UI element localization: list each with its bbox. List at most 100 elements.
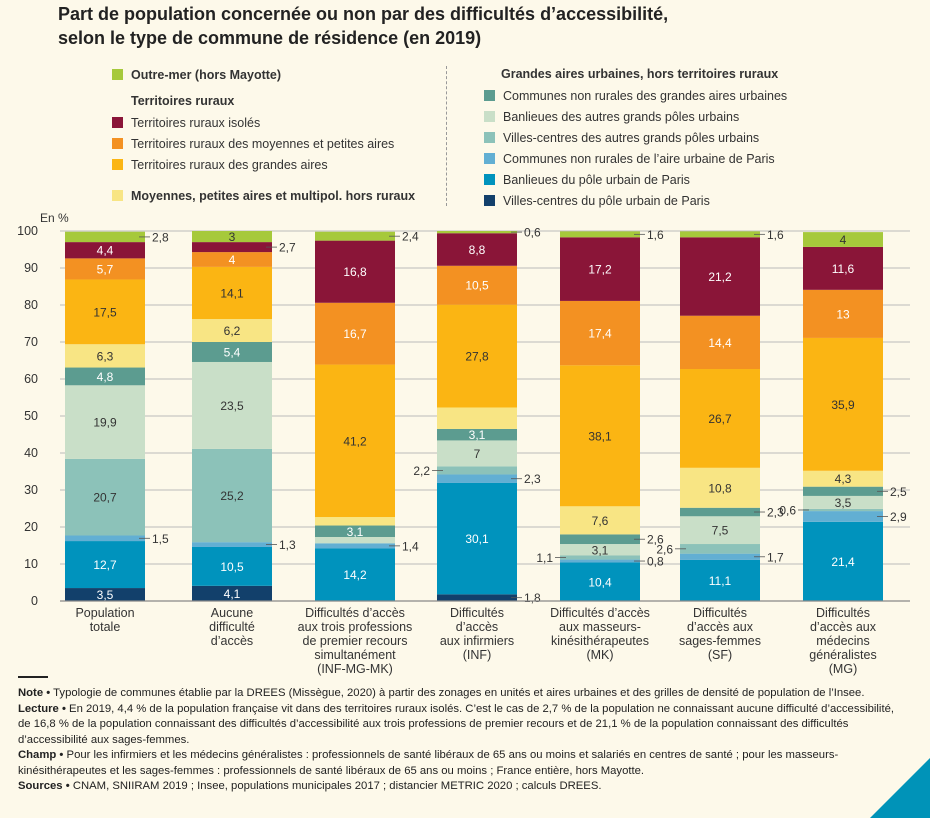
x-tick-label: difficulté	[209, 620, 255, 634]
data-label: 0,8	[647, 555, 664, 569]
data-label: 2,2	[413, 464, 430, 478]
bar-segment	[803, 521, 883, 601]
data-label: 27,8	[465, 350, 489, 364]
x-tick-label: totale	[90, 620, 121, 634]
bar-segment	[192, 319, 272, 342]
data-label: 14,2	[343, 568, 367, 582]
bar-segment	[315, 240, 395, 303]
y-tick-label: 50	[24, 409, 38, 423]
bar-segment	[680, 507, 760, 517]
x-tick-label: d’accès aux	[687, 620, 754, 634]
data-label: 0,6	[779, 503, 796, 517]
bar-segment	[437, 231, 517, 234]
x-tick-label: d’accès	[456, 620, 498, 634]
data-label: 14,1	[220, 286, 244, 300]
data-label: 1,3	[279, 538, 296, 552]
legend-divider	[446, 66, 447, 206]
data-label: 38,1	[588, 429, 612, 443]
bar-segment	[437, 265, 517, 305]
bar-segment	[65, 535, 145, 542]
data-label: 16,8	[343, 265, 367, 279]
data-label: 4,8	[97, 370, 114, 384]
bar-segment	[560, 237, 640, 301]
legend-item-outre-mer: Outre-mer (hors Mayotte)	[112, 64, 415, 85]
bar-segment	[315, 231, 395, 241]
legend-item-banlieues-paris: Banlieues du pôle urbain de Paris	[484, 169, 787, 190]
notes: Note • Typologie de communes établie par…	[18, 686, 908, 795]
bar-segment	[560, 506, 640, 535]
data-label: 10,8	[708, 481, 732, 495]
data-label: 3,5	[97, 588, 114, 602]
y-tick-label: 30	[24, 483, 38, 497]
bar-segment	[560, 534, 640, 545]
bar-segment	[560, 562, 640, 601]
bar-segment	[680, 315, 760, 370]
bar-segment	[65, 541, 145, 589]
x-tick-label: de premier recours	[303, 634, 408, 648]
data-label: 2,7	[279, 241, 296, 255]
bar-segment	[192, 542, 272, 547]
y-tick-label: 60	[24, 372, 38, 386]
bar-segment	[803, 470, 883, 487]
data-label: 1,8	[524, 591, 541, 605]
bar-segment	[65, 231, 145, 243]
bar-segment	[315, 548, 395, 601]
x-tick-label: (INF-MG-MK)	[317, 662, 393, 676]
data-label: 7,5	[712, 524, 729, 538]
legend-right: Grandes aires urbaines, hors territoires…	[484, 64, 787, 211]
data-label: 1,6	[767, 228, 784, 242]
bar-segment	[192, 252, 272, 267]
x-tick-label: (MK)	[586, 648, 613, 662]
data-label: 7	[474, 447, 481, 461]
bar-segment	[437, 440, 517, 467]
legend-item-rural-isoles: Territoires ruraux isolés	[112, 112, 415, 133]
x-tick-label: Difficultés	[450, 606, 504, 620]
bar-segment	[65, 588, 145, 601]
data-label: 3,1	[469, 428, 486, 442]
bar-segment	[192, 242, 272, 253]
bar-segment	[65, 279, 145, 345]
bar-segment	[65, 367, 145, 386]
data-label: 10,5	[465, 279, 489, 293]
bar-segment	[65, 458, 145, 536]
bar-segment	[315, 364, 395, 518]
sources-text: Sources • CNAM, SNIIRAM 2019 ; Insee, po…	[18, 780, 602, 792]
bar-segment	[680, 237, 760, 316]
data-label: 1,7	[767, 550, 784, 564]
bar-segment	[437, 466, 517, 475]
legend-item-moyennes-hors-ruraux: Moyennes, petites aires et multipol. hor…	[112, 185, 415, 206]
bar-segment	[65, 385, 145, 459]
y-tick-label: 20	[24, 520, 38, 534]
bar-segment	[315, 517, 395, 526]
x-tick-label: d’accès	[211, 634, 253, 648]
data-label: 8,8	[469, 243, 486, 257]
bar-segment	[560, 365, 640, 507]
bar-segment	[315, 302, 395, 365]
bar-segment	[803, 508, 883, 512]
data-label: 7,6	[592, 514, 609, 528]
bar-segment	[803, 246, 883, 290]
bar-segment	[437, 304, 517, 408]
bar-segment	[437, 233, 517, 266]
data-label: 14,4	[708, 336, 732, 350]
bar-segment	[680, 369, 760, 468]
x-tick-label: médecins	[816, 634, 870, 648]
bar-segment	[65, 258, 145, 280]
data-label: 30,1	[465, 532, 489, 546]
legend-item-banlieues-autres: Banlieues des autres grands pôles urbain…	[484, 106, 787, 127]
legend-item-villes-centres-paris: Villes-centres du pôle urbain de Paris	[484, 190, 787, 211]
x-tick-label: aux infirmiers	[440, 634, 514, 648]
notes-rule	[18, 676, 48, 678]
y-tick-label: 70	[24, 335, 38, 349]
bar-segment	[192, 342, 272, 362]
x-tick-label: Difficultés d’accès	[305, 606, 405, 620]
chart-title: Part de population concernée ou non par …	[58, 4, 669, 48]
bar-segment	[315, 536, 395, 544]
data-label: 11,6	[832, 262, 855, 276]
bar-segment	[680, 516, 760, 545]
data-label: 2,9	[890, 510, 907, 524]
data-label: 2,5	[890, 485, 907, 499]
data-label: 1,5	[152, 532, 169, 546]
bar-segment	[65, 242, 145, 259]
bar-segment	[803, 495, 883, 509]
